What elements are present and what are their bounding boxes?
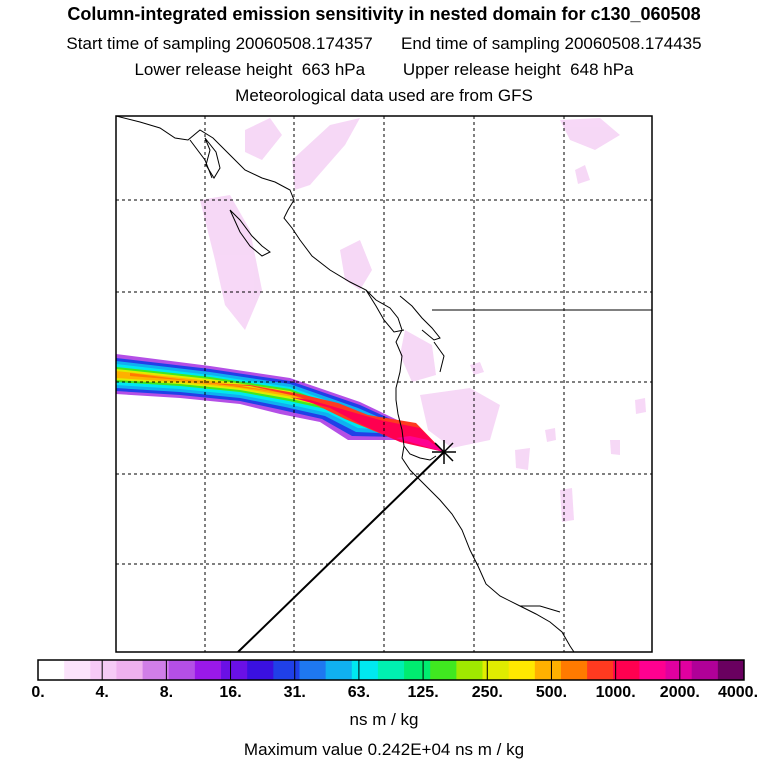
colorbar-cell — [560, 660, 588, 680]
colorbar-cell — [587, 660, 614, 680]
colorbar-cell — [142, 660, 170, 680]
colorbar-cell — [534, 660, 562, 680]
colorbar-tick-label: 1000. — [595, 684, 636, 701]
colorbar-cell — [64, 660, 91, 680]
plot-title: Column-integrated emission sensitivity i… — [67, 4, 701, 24]
start-time-value: 20060508.174357 — [235, 34, 373, 53]
colorbar-units: ns m / kg — [349, 710, 419, 729]
colorbar-frame — [37, 659, 745, 681]
colorbar-cell — [90, 660, 117, 680]
colorbar-cell — [351, 660, 379, 680]
maximum-value: Maximum value 0.242E+04 ns m / kg — [243, 740, 525, 759]
colorbar-cells — [38, 660, 745, 680]
colorbar-cell — [639, 660, 667, 680]
colorbar-tick-label: 0. — [31, 684, 45, 701]
lower-height-label: Lower release height — [134, 60, 293, 79]
colorbar-tick-label: 16. — [219, 684, 242, 701]
sampling-times: Start time of sampling 20060508.174357 E… — [0, 34, 768, 54]
colorbar-dividers — [101, 660, 681, 680]
colorbar-cell — [377, 660, 405, 680]
colorbar-tick-label: 250. — [471, 684, 503, 701]
map-grid — [116, 116, 652, 652]
colorbar-cell — [273, 660, 300, 680]
colorbar-cell — [665, 660, 693, 680]
colorbar-tick-label: 2000. — [659, 684, 700, 701]
colorbar-cell — [38, 660, 65, 680]
release-heights: Lower release height 663 hPa Upper relea… — [0, 60, 768, 80]
colorbar-tick-label: 4000. — [717, 684, 759, 701]
receptor-star-icon — [432, 440, 456, 464]
colorbar-cell — [325, 660, 353, 680]
start-time-label: Start time of sampling — [66, 34, 231, 53]
colorbar-tick-label: 500. — [535, 684, 568, 701]
colorbar-tick-label: 31. — [283, 684, 306, 701]
colorbar-cell — [299, 660, 327, 680]
colorbar-cell — [717, 660, 745, 680]
colorbar-cell — [691, 660, 719, 680]
colorbar-cell — [194, 660, 222, 680]
lower-height-value: 663 hPa — [301, 60, 366, 79]
map-frame — [115, 115, 653, 653]
colorbar-cell — [613, 660, 640, 680]
colorbar-tick-label: 8. — [159, 684, 174, 701]
met-data-note: Meteorological data used are from GFS — [235, 86, 533, 105]
colorbar-tick-label: 4. — [95, 684, 109, 701]
upper-height-value: 648 hPa — [570, 60, 634, 79]
colorbar-cell — [482, 660, 510, 680]
end-time-value: 20060508.174435 — [564, 34, 702, 53]
colorbar-tick-label: 63. — [347, 684, 371, 701]
flight-track-line — [237, 451, 445, 652]
emission-sensitivity-plume — [116, 354, 444, 452]
upper-height-label: Upper release height — [402, 60, 561, 79]
colorbar-cell — [456, 660, 484, 680]
colorbar-tick-label: 125. — [407, 684, 439, 701]
colorbar-cell — [116, 660, 144, 680]
colorbar-cell — [404, 660, 431, 680]
colorbar-cell — [430, 660, 457, 680]
colorbar-cell — [247, 660, 274, 680]
end-time-label: End time of sampling — [401, 34, 560, 53]
colorbar-cell — [508, 660, 536, 680]
colorbar-cell — [221, 660, 248, 680]
colorbar-cell — [168, 660, 196, 680]
